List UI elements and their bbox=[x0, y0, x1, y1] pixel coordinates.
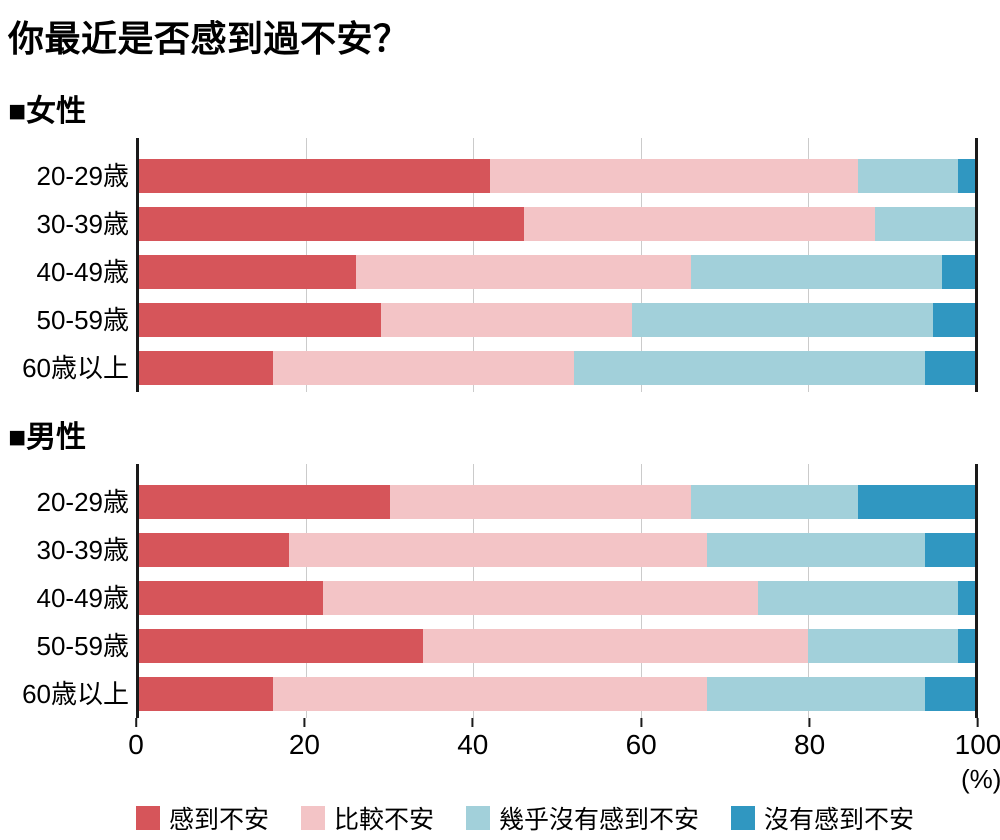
legend-swatch-red bbox=[136, 806, 160, 830]
legend-swatch-darkblue bbox=[731, 806, 756, 830]
axis-tick-mark bbox=[977, 718, 979, 727]
bar-segment bbox=[272, 351, 574, 385]
bar-segment bbox=[139, 207, 524, 241]
axis-tick: 20 bbox=[289, 718, 320, 761]
axis-tick-label: 80 bbox=[794, 729, 826, 760]
bar-segment bbox=[924, 351, 975, 385]
plot-male: 20-29歳 30-39歳 40-49歳 50-59歳 60歳以上 bbox=[22, 464, 978, 718]
bar-segment bbox=[139, 255, 357, 289]
bar-segment bbox=[139, 677, 273, 711]
x-axis: (%) 0 20 40 60 80 100 bbox=[128, 718, 1000, 794]
axis-tick: 40 bbox=[457, 718, 488, 761]
x-axis-unit-label: (%) bbox=[961, 764, 1000, 794]
bar-segment bbox=[941, 255, 975, 289]
axis-tick-mark bbox=[303, 718, 306, 727]
axis-tick-label: 0 bbox=[128, 729, 144, 760]
age-group-label: 30-39歳 bbox=[36, 535, 130, 565]
bar-row: 20-29歳 bbox=[37, 159, 975, 193]
bar-segment bbox=[933, 303, 975, 337]
axis-tick-label: 40 bbox=[457, 729, 489, 760]
bar-segment bbox=[573, 351, 925, 385]
legend-label: 比較不安 bbox=[334, 806, 435, 834]
bar-segment bbox=[857, 485, 975, 519]
section-heading-female: ■女性 bbox=[8, 95, 87, 128]
bar-segment bbox=[139, 351, 273, 385]
axis-tick: 60 bbox=[626, 718, 657, 761]
bar-row: 60歳以上 bbox=[22, 677, 975, 711]
bar-segment bbox=[423, 629, 808, 663]
bar-segment bbox=[690, 255, 942, 289]
bar-segment bbox=[958, 581, 975, 615]
bar-segment bbox=[690, 485, 858, 519]
bar-segment bbox=[272, 677, 708, 711]
bar-segment bbox=[874, 207, 975, 241]
legend-label: 沒有感到不安 bbox=[764, 806, 915, 834]
bar-segment bbox=[356, 255, 691, 289]
bar-segment bbox=[139, 533, 290, 567]
legend-label: 感到不安 bbox=[169, 806, 270, 834]
section-heading-male: ■男性 bbox=[8, 421, 87, 454]
legend-label: 幾乎沒有感到不安 bbox=[499, 806, 700, 834]
axis-tick: 100 bbox=[955, 718, 1000, 761]
bar-segment bbox=[139, 159, 491, 193]
legend-item: 沒有感到不安 bbox=[731, 800, 914, 836]
bar-segment bbox=[322, 581, 758, 615]
age-group-label: 50-59歳 bbox=[36, 305, 130, 335]
bar-segment bbox=[139, 629, 424, 663]
age-group-label: 60歳以上 bbox=[22, 679, 129, 709]
legend-item: 幾乎沒有感到不安 bbox=[466, 800, 699, 836]
bar-segment bbox=[632, 303, 934, 337]
bar-segment bbox=[139, 581, 323, 615]
legend-item: 感到不安 bbox=[136, 800, 269, 836]
bar-segment bbox=[757, 581, 959, 615]
bar-segment bbox=[958, 159, 975, 193]
age-group-label: 40-49歳 bbox=[36, 583, 130, 613]
bar-segment bbox=[707, 677, 925, 711]
legend-swatch-lightblue bbox=[466, 806, 491, 830]
age-group-label: 50-59歳 bbox=[36, 631, 130, 661]
bar-segment bbox=[924, 533, 975, 567]
bar-row: 50-59歳 bbox=[37, 303, 975, 337]
axis-tick: 80 bbox=[794, 718, 825, 761]
axis-tick-label: 60 bbox=[625, 729, 657, 760]
bar-row: 30-39歳 bbox=[37, 533, 975, 567]
bar-row: 40-49歳 bbox=[37, 581, 975, 615]
bar-segment bbox=[523, 207, 875, 241]
bar-segment bbox=[381, 303, 633, 337]
age-group-label: 20-29歳 bbox=[36, 161, 130, 191]
axis-tick-mark bbox=[808, 718, 811, 727]
bar-segment bbox=[707, 533, 925, 567]
age-group-label: 30-39歳 bbox=[36, 209, 130, 239]
bar-row: 30-39歳 bbox=[37, 207, 975, 241]
axis-tick-mark bbox=[134, 718, 137, 727]
bar-segment bbox=[389, 485, 691, 519]
legend: 感到不安 比較不安 幾乎沒有感到不安 沒有感到不安 bbox=[136, 800, 1000, 836]
age-group-label: 20-29歳 bbox=[36, 487, 130, 517]
bar-segment bbox=[958, 629, 975, 663]
bar-row: 20-29歳 bbox=[37, 485, 975, 519]
bar-segment bbox=[924, 677, 975, 711]
age-group-label: 60歳以上 bbox=[22, 353, 129, 383]
age-group-label: 40-49歳 bbox=[36, 257, 130, 287]
chart-title: 你最近是否感到過不安？ bbox=[8, 18, 410, 59]
bar-segment bbox=[807, 629, 959, 663]
bar-segment bbox=[857, 159, 959, 193]
axis-tick: 0 bbox=[128, 718, 144, 761]
bar-row: 40-49歳 bbox=[37, 255, 975, 289]
bar-row: 60歳以上 bbox=[22, 351, 975, 385]
axis-tick-mark bbox=[471, 718, 474, 727]
legend-item: 比較不安 bbox=[301, 800, 434, 836]
axis-tick-label: 20 bbox=[288, 729, 320, 760]
bar-segment bbox=[490, 159, 858, 193]
bar-segment bbox=[139, 303, 382, 337]
plot-female: 20-29歳 30-39歳 40-49歳 50-59歳 60歳以上 bbox=[22, 138, 978, 392]
bar-row: 50-59歳 bbox=[37, 629, 975, 663]
legend-swatch-pink bbox=[301, 806, 326, 830]
bar-segment bbox=[289, 533, 708, 567]
axis-tick-mark bbox=[640, 718, 643, 727]
axis-tick-label: 100 bbox=[954, 729, 1000, 760]
bar-segment bbox=[139, 485, 390, 519]
